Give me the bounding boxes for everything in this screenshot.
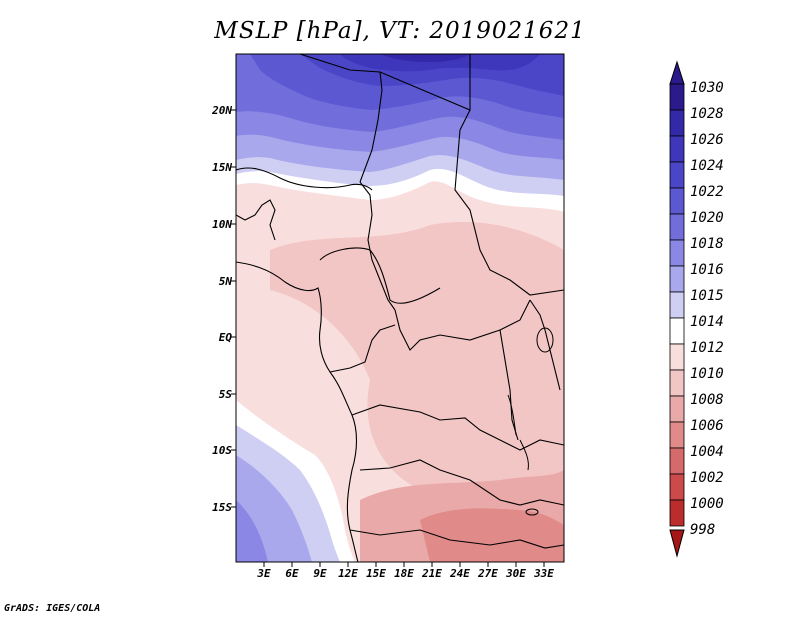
colorbar-swatch <box>669 317 685 345</box>
pressure-field <box>236 54 564 562</box>
lon-label-3e: 3E <box>257 567 271 580</box>
lat-label-5s: 5S <box>218 388 232 401</box>
colorbar-label: 1030 <box>690 80 724 96</box>
colorbar-label: 1020 <box>690 210 724 226</box>
colorbar-swatch <box>669 343 685 371</box>
colorbar-label: 1018 <box>690 236 724 252</box>
colorbar-swatch <box>669 447 685 475</box>
colorbar-label: 1012 <box>690 340 724 356</box>
colorbar-label: 1000 <box>690 496 724 512</box>
colorbar-swatch <box>669 499 685 527</box>
colorbar-label: 1014 <box>690 314 724 330</box>
lon-label-24e: 24E <box>450 567 470 580</box>
north-1028 <box>380 54 470 62</box>
atlantic-1018 <box>236 500 268 562</box>
map-frame <box>235 53 565 563</box>
colorbar-swatch <box>669 187 685 215</box>
country-borders <box>236 54 564 562</box>
lat-label-10n: 10N <box>212 218 232 231</box>
north-1026 <box>340 54 540 72</box>
lat-label-15s: 15S <box>212 501 232 514</box>
chart-title: MSLP [hPa], VT: 2019021621 <box>214 18 586 44</box>
lon-label-9e: 9E <box>313 567 327 580</box>
lat-label-5n: 5N <box>218 275 232 288</box>
lat-ticks <box>231 109 236 508</box>
colorbar-top-arrow <box>669 60 685 85</box>
lon-label-27e: 27E <box>478 567 498 580</box>
colorbar-swatch <box>669 135 685 163</box>
colorbar-swatch <box>669 369 685 397</box>
central-low-region <box>270 221 564 500</box>
lon-label-21e: 21E <box>422 567 442 580</box>
grads-credit: GrADS: IGES/COLA <box>4 603 101 614</box>
lon-label-33e: 33E <box>534 567 554 580</box>
colorbar-swatch <box>669 421 685 449</box>
lat-label-10s: 10S <box>212 444 232 457</box>
colorbar-label: 1024 <box>690 158 724 174</box>
colorbar-label: 1008 <box>690 392 724 408</box>
lon-label-12e: 12E <box>338 567 358 580</box>
lon-label-30e: 30E <box>506 567 526 580</box>
colorbar-swatch <box>669 239 685 267</box>
colorbar <box>669 60 685 558</box>
colorbar-swatch <box>669 161 685 189</box>
colorbar-swatch <box>669 395 685 423</box>
lakes <box>507 327 554 516</box>
colorbar-swatch <box>669 291 685 319</box>
colorbar-label: 1004 <box>690 444 724 460</box>
colorbar-label: 1022 <box>690 184 724 200</box>
lon-label-6e: 6E <box>285 567 299 580</box>
colorbar-bottom-arrow <box>669 529 685 558</box>
colorbar-label: 1015 <box>690 288 724 304</box>
colorbar-label: 1026 <box>690 132 724 148</box>
lon-label-15e: 15E <box>366 567 386 580</box>
lat-label-20n: 20N <box>212 104 232 117</box>
colorbar-label: 1016 <box>690 262 724 278</box>
southern-low-core <box>420 508 564 562</box>
colorbar-label: 1002 <box>690 470 724 486</box>
colorbar-swatch <box>669 213 685 241</box>
colorbar-swatch <box>669 109 685 137</box>
lon-label-18e: 18E <box>394 567 414 580</box>
lat-label-eq: EQ <box>218 331 232 344</box>
lon-ticks <box>263 562 545 567</box>
colorbar-boxes <box>669 83 685 527</box>
colorbar-label: 1010 <box>690 366 724 382</box>
colorbar-label: 1006 <box>690 418 724 434</box>
colorbar-swatch <box>669 265 685 293</box>
colorbar-swatch <box>669 473 685 501</box>
lat-label-15n: 15N <box>212 161 232 174</box>
colorbar-label: 998 <box>690 522 716 538</box>
colorbar-swatch <box>669 83 685 111</box>
colorbar-label: 1028 <box>690 106 724 122</box>
